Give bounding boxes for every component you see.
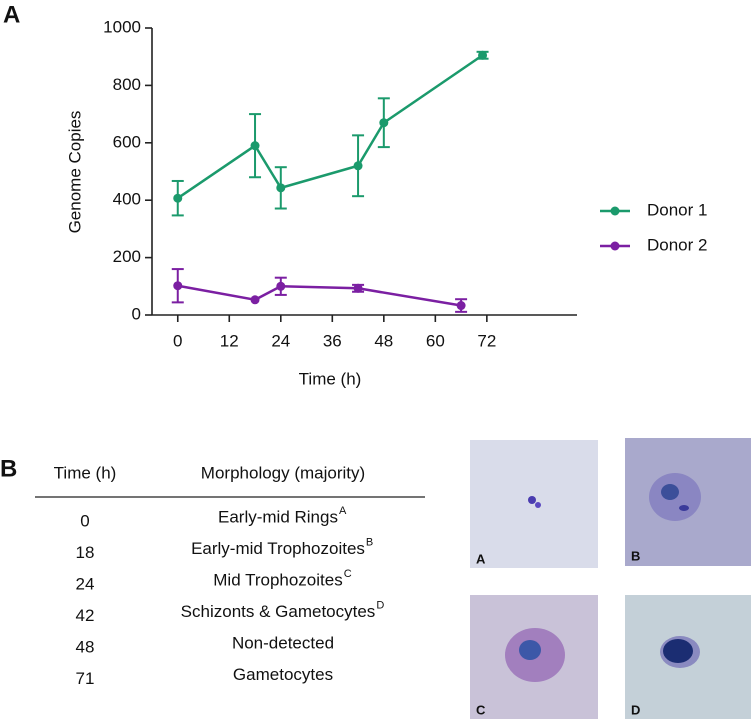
x-axis-label: Time (h) — [299, 369, 362, 388]
cell — [679, 505, 689, 511]
table-morphology: Non-detected — [232, 633, 334, 652]
table-time: 71 — [76, 669, 95, 688]
table-time: 0 — [80, 511, 89, 530]
y-axis-label: Genome Copies — [65, 111, 84, 234]
cell — [528, 496, 536, 504]
x-tick-label: 0 — [173, 331, 182, 350]
table-morphology: Gametocytes — [233, 665, 333, 684]
panel-letter: A — [3, 1, 20, 28]
data-point — [456, 301, 466, 311]
data-point — [250, 295, 260, 305]
table-header: Time (h) — [54, 463, 117, 482]
data-point — [379, 118, 389, 128]
table-time: 42 — [76, 606, 95, 625]
micrographs — [470, 438, 751, 719]
table-header: Morphology (majority) — [201, 463, 365, 482]
image-label: A — [476, 551, 486, 566]
image-label: B — [631, 548, 640, 563]
micrograph — [470, 440, 598, 568]
table-morphology: Mid Trophozoites — [213, 570, 342, 589]
y-tick-label: 200 — [113, 247, 141, 266]
image-label: C — [476, 702, 486, 717]
cell — [519, 640, 541, 660]
table-time: 18 — [76, 543, 95, 562]
cell — [661, 484, 679, 500]
y-tick-label: 1000 — [103, 17, 141, 36]
legend-label: Donor 1 — [647, 200, 707, 219]
data-point — [173, 193, 183, 203]
panel-letter: B — [0, 455, 17, 482]
data-point — [276, 281, 286, 291]
table-morphology: Schizonts & Gametocytes — [181, 602, 376, 621]
table-superscript: C — [344, 568, 352, 580]
data-point — [276, 183, 286, 193]
data-point — [250, 141, 260, 151]
y-tick-label: 800 — [113, 75, 141, 94]
data-point — [478, 50, 488, 60]
table-superscript: D — [376, 599, 384, 611]
legend-marker — [610, 241, 620, 251]
x-tick-label: 60 — [426, 331, 445, 350]
x-tick-label: 36 — [323, 331, 342, 350]
y-tick-label: 600 — [113, 132, 141, 151]
table-time: 48 — [76, 637, 95, 656]
x-tick-label: 24 — [271, 331, 290, 350]
table-time: 24 — [76, 574, 95, 593]
table-superscript: A — [339, 505, 347, 517]
cell — [535, 502, 541, 508]
legend-marker — [610, 206, 620, 216]
x-tick-label: 72 — [477, 331, 496, 350]
table-morphology: Early-mid Rings — [218, 507, 338, 526]
series-line — [177, 54, 484, 200]
table-morphology: Early-mid Trophozoites — [191, 539, 365, 558]
x-tick-label: 12 — [220, 331, 239, 350]
y-tick-label: 400 — [113, 190, 141, 209]
data-point — [173, 281, 183, 291]
x-tick-label: 48 — [374, 331, 393, 350]
cell — [663, 639, 693, 663]
image-label: D — [631, 702, 640, 717]
data-point — [353, 161, 363, 171]
legend-label: Donor 2 — [647, 235, 707, 254]
data-point — [353, 283, 363, 293]
table-superscript: B — [366, 536, 373, 548]
y-tick-label: 0 — [132, 304, 141, 323]
series-line — [177, 284, 462, 307]
